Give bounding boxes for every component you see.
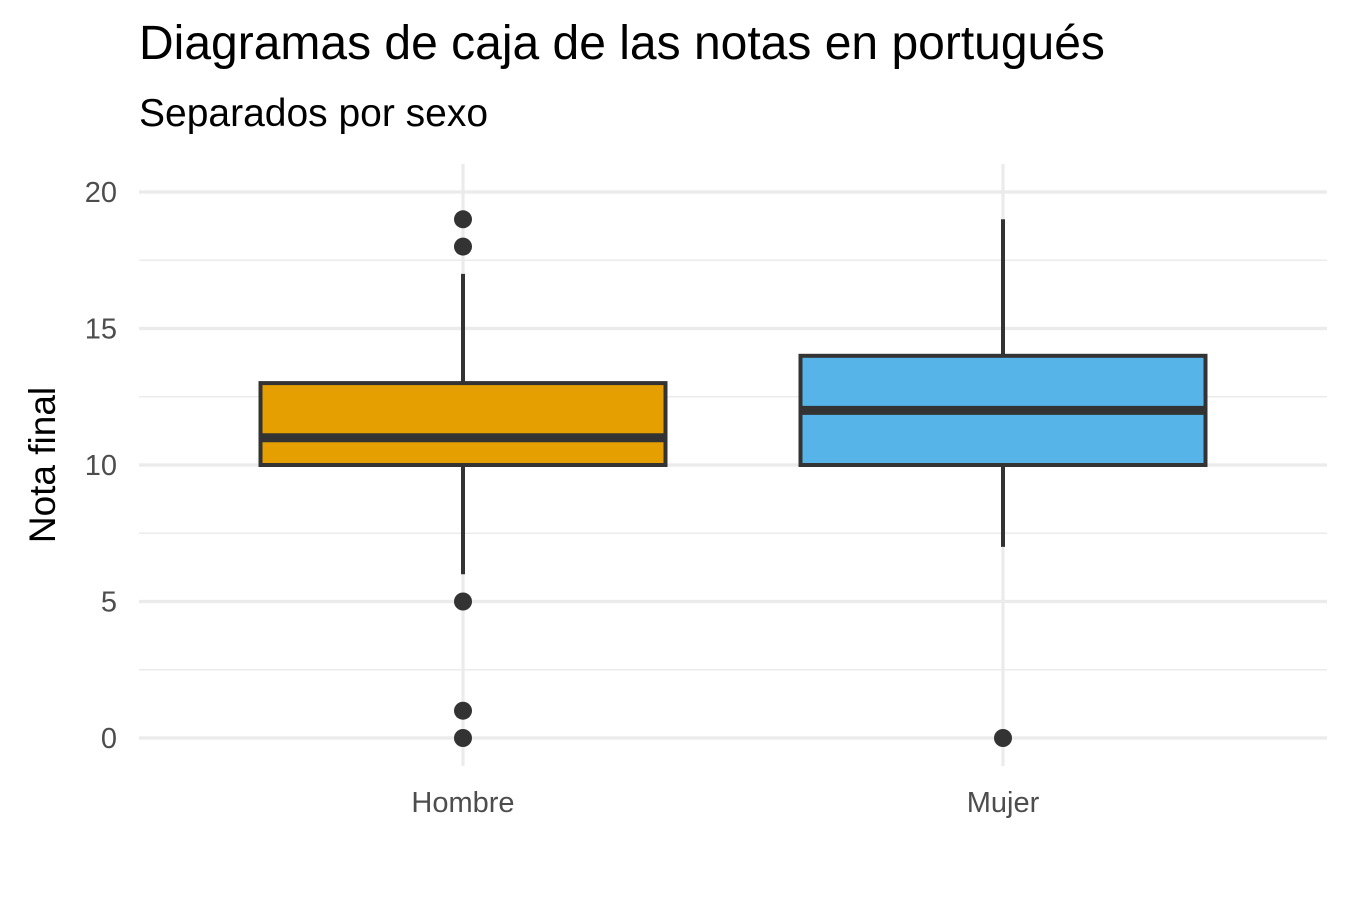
chart-title: Diagramas de caja de las notas en portug… (139, 17, 1105, 70)
box-hombre (258, 381, 668, 468)
y-tick-label: 10 (85, 450, 117, 482)
outlier-point (454, 237, 472, 256)
y-axis-title: Nota final (22, 387, 63, 543)
outlier-point (454, 210, 472, 229)
y-tick-label: 0 (101, 723, 117, 755)
y-tick-label: 5 (101, 587, 117, 619)
y-tick-label: 20 (85, 177, 117, 209)
x-tick-label: Hombre (411, 787, 514, 819)
y-tick-label: 15 (85, 314, 117, 346)
outlier-point (454, 729, 472, 747)
outlier-point (994, 729, 1012, 747)
chart-subtitle: Separados por sexo (139, 92, 489, 135)
x-tick-label: Mujer (967, 787, 1040, 819)
outlier-point (454, 701, 472, 720)
outlier-point (454, 592, 472, 611)
